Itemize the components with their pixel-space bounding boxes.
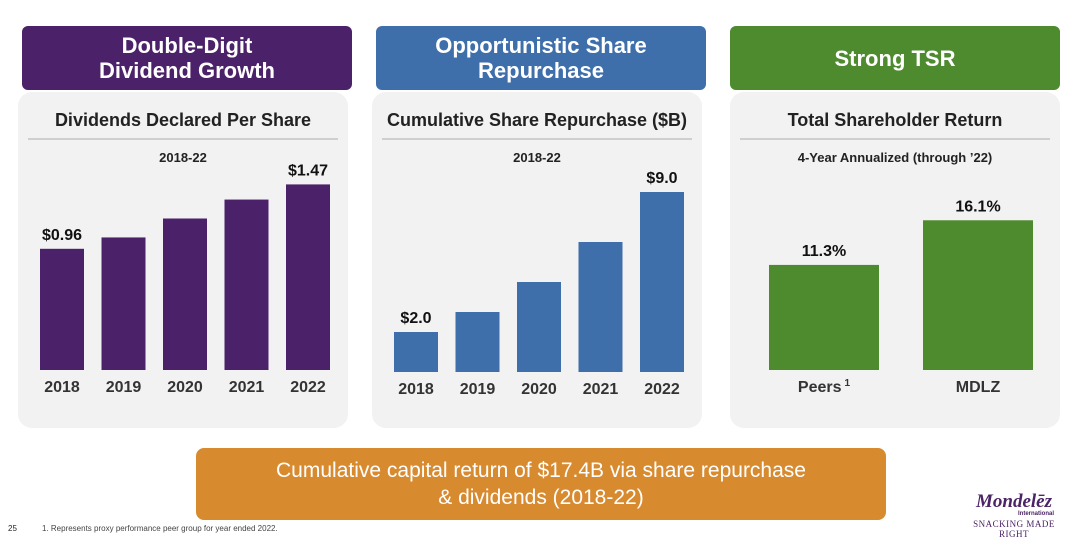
x-tick-text: 2018 bbox=[398, 381, 434, 398]
chart-subtitle: 2018-22 bbox=[159, 150, 207, 165]
data-label: $0.96 bbox=[42, 227, 82, 244]
chart-title: Cumulative Share Repurchase ($B) bbox=[386, 110, 688, 130]
chart-title: Total Shareholder Return bbox=[787, 110, 1003, 130]
title-divider bbox=[28, 138, 338, 140]
x-tick-label: 2020 bbox=[521, 381, 557, 398]
x-tick-text: 2021 bbox=[583, 381, 619, 398]
data-label: 16.1% bbox=[955, 198, 1000, 215]
x-tick-label: MDLZ bbox=[956, 379, 1001, 396]
tsr-chart: 11.3% Peers 1 16.1% MDLZ bbox=[769, 198, 1033, 396]
logo-tagline: SNACKING MADE RIGHT bbox=[973, 519, 1055, 539]
logo-name: Mondelēz bbox=[976, 491, 1052, 512]
title-divider bbox=[740, 138, 1050, 140]
bar bbox=[640, 192, 684, 372]
x-tick-label: 2018 bbox=[44, 379, 80, 396]
capital-return-banner: Cumulative capital return of $17.4B via … bbox=[196, 448, 886, 520]
page-number: 25 bbox=[8, 524, 17, 533]
bar bbox=[163, 218, 207, 370]
logo-sub: International bbox=[1017, 511, 1054, 517]
bar bbox=[394, 332, 438, 372]
footnote: 1. Represents proxy performance peer gro… bbox=[42, 524, 278, 533]
x-tick-label: 2022 bbox=[290, 379, 326, 396]
dividend-banner: Double-Digit Dividend Growth bbox=[22, 26, 352, 90]
x-tick-label: 2018 bbox=[398, 381, 434, 398]
bar bbox=[101, 237, 146, 370]
bar bbox=[224, 199, 269, 370]
x-tick-text: 2020 bbox=[521, 381, 557, 398]
x-tick-text: 2022 bbox=[290, 379, 326, 396]
x-tick-text: 2019 bbox=[460, 381, 496, 398]
x-tick-label: 2019 bbox=[106, 379, 142, 396]
bar bbox=[517, 282, 561, 372]
data-label: $9.0 bbox=[646, 170, 677, 187]
repurchase-chart: $2.0 2018 2019 2020 2021 $9.0 2022 bbox=[394, 170, 684, 398]
x-tick-label: 2019 bbox=[460, 381, 496, 398]
title-divider bbox=[382, 138, 692, 140]
chart-subtitle: 2018-22 bbox=[513, 150, 561, 165]
chart-subtitle: 4-Year Annualized (through ’22) bbox=[797, 150, 993, 165]
x-tick-text: 2018 bbox=[44, 379, 80, 396]
chart-title: Dividends Declared Per Share bbox=[54, 110, 312, 130]
bar bbox=[769, 264, 879, 370]
bar bbox=[923, 220, 1033, 370]
x-tick-label: 2021 bbox=[583, 381, 619, 398]
x-tick-label: 2021 bbox=[229, 379, 265, 396]
tsr-banner: Strong TSR bbox=[730, 26, 1060, 90]
x-tick-text: 2020 bbox=[167, 379, 203, 396]
bar bbox=[286, 184, 330, 370]
x-tick-text: 2019 bbox=[106, 379, 142, 396]
repurchase-panel: Cumulative Share Repurchase ($B) 2018-22… bbox=[372, 92, 702, 428]
data-label: 11.3% bbox=[802, 243, 846, 260]
data-label: $1.47 bbox=[288, 162, 328, 179]
dividend-panel: Dividends Declared Per Share 2018-22 $0.… bbox=[18, 92, 348, 428]
footnote-marker: 1 bbox=[845, 378, 851, 389]
x-tick-text: MDLZ bbox=[956, 379, 1001, 396]
bar bbox=[455, 312, 500, 372]
data-label: $2.0 bbox=[400, 310, 431, 327]
x-tick-label: 2020 bbox=[167, 379, 203, 396]
x-tick-label: 2022 bbox=[644, 381, 680, 398]
x-tick-text: Peers bbox=[798, 379, 842, 396]
bar bbox=[578, 242, 623, 372]
tsr-panel: Total Shareholder Return 4-Year Annualiz… bbox=[730, 92, 1060, 428]
x-tick-text: 2022 bbox=[644, 381, 680, 398]
bar bbox=[40, 248, 84, 370]
dividend-chart: $0.96 2018 2019 2020 2021 $1.47 2022 bbox=[40, 162, 330, 396]
mondelez-logo: Mondelēz International SNACKING MADE RIG… bbox=[958, 492, 1070, 539]
x-tick-label: Peers 1 bbox=[798, 378, 851, 396]
x-tick-text: 2021 bbox=[229, 379, 265, 396]
repurchase-banner: Opportunistic Share Repurchase bbox=[376, 26, 706, 90]
